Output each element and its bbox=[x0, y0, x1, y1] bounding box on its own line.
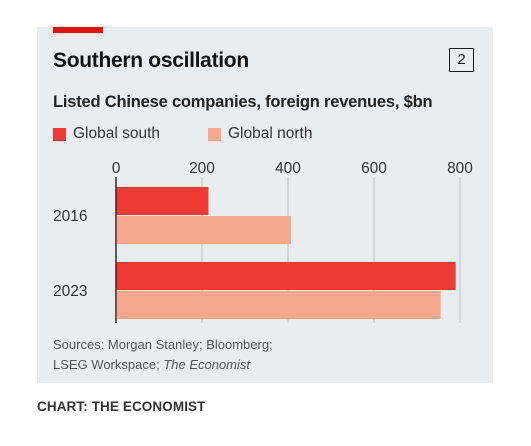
bar-chart: 0 200 400 600 800 2016 2023 bbox=[53, 160, 473, 323]
bar-2023-global-north bbox=[116, 291, 441, 319]
chart-panel: Southern oscillation 2 Listed Chinese co… bbox=[37, 27, 493, 383]
legend-label-global-south: Global south bbox=[73, 125, 161, 142]
x-tick-label-0: 0 bbox=[112, 160, 121, 177]
chart-title: Southern oscillation bbox=[53, 49, 249, 72]
x-tick-label-800: 800 bbox=[447, 160, 473, 177]
sources-line-2: LSEG Workspace; The Economist bbox=[53, 355, 273, 375]
chart-number-badge: 2 bbox=[449, 48, 474, 72]
x-tick-label-600: 600 bbox=[361, 160, 387, 177]
bar-2016-global-south bbox=[116, 187, 209, 215]
sources-line-2-text: LSEG Workspace; bbox=[53, 357, 164, 372]
x-tick-label-200: 200 bbox=[189, 160, 215, 177]
y-category-label-2016: 2016 bbox=[53, 208, 87, 225]
bar-2023-global-south bbox=[116, 262, 456, 290]
legend-label-global-north: Global north bbox=[228, 125, 313, 142]
legend-swatch-global-north bbox=[208, 128, 221, 141]
sources-line-2-publication: The Economist bbox=[163, 357, 251, 372]
sources-line-1: Sources: Morgan Stanley; Bloomberg; bbox=[53, 337, 273, 352]
sources-note: Sources: Morgan Stanley; Bloomberg; LSEG… bbox=[53, 335, 273, 375]
y-category-label-2023: 2023 bbox=[53, 283, 87, 300]
bar-2016-global-north bbox=[116, 216, 292, 244]
red-tag bbox=[53, 27, 103, 33]
chart-subtitle: Listed Chinese companies, foreign revenu… bbox=[53, 93, 433, 111]
legend-swatch-global-south bbox=[53, 128, 66, 141]
chart-credit: CHART: THE ECONOMIST bbox=[37, 399, 206, 414]
x-tick-label-400: 400 bbox=[275, 160, 301, 177]
